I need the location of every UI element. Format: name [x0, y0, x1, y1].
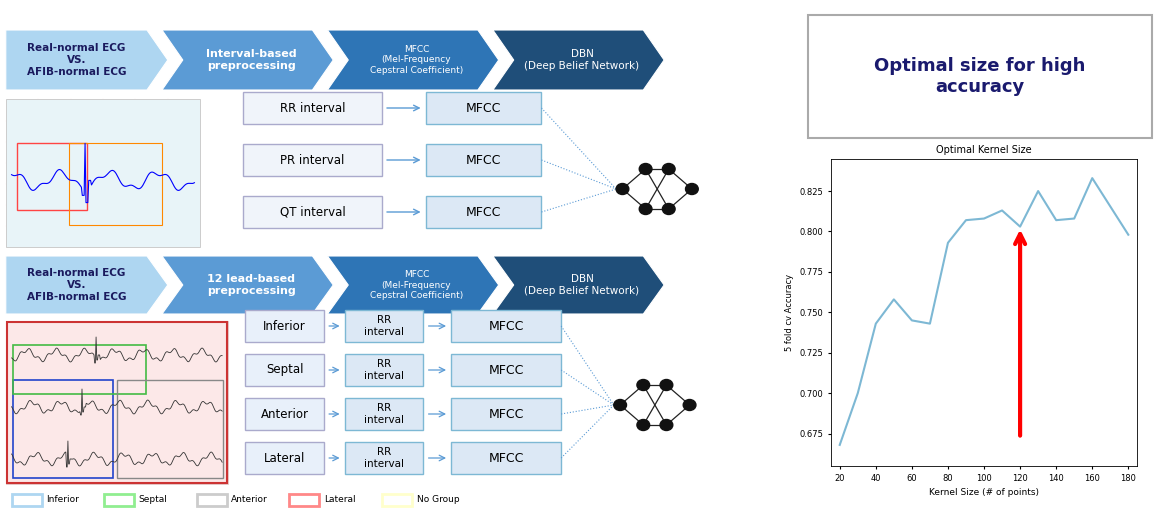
Bar — [451, 354, 561, 386]
Bar — [345, 354, 423, 386]
Polygon shape — [493, 30, 664, 90]
Circle shape — [662, 163, 676, 175]
Text: Lateral: Lateral — [264, 452, 305, 464]
Bar — [426, 144, 541, 176]
Circle shape — [685, 183, 699, 195]
Text: MFCC: MFCC — [466, 154, 501, 166]
Bar — [197, 494, 227, 506]
Text: Interval-based
preprocessing: Interval-based preprocessing — [206, 49, 296, 71]
Title: Optimal Kernel Size: Optimal Kernel Size — [936, 145, 1032, 155]
Bar — [345, 310, 423, 342]
Text: Anterior: Anterior — [260, 408, 309, 420]
Bar — [245, 442, 324, 474]
Bar — [104, 494, 134, 506]
Bar — [451, 398, 561, 430]
Text: MFCC
(Mel-Frequency
Cepstral Coefficient): MFCC (Mel-Frequency Cepstral Coefficient… — [370, 45, 463, 75]
Circle shape — [659, 379, 673, 391]
Bar — [117, 380, 223, 478]
Circle shape — [616, 183, 629, 195]
Text: Real-normal ECG
VS.
AFIB-normal ECG: Real-normal ECG VS. AFIB-normal ECG — [27, 268, 126, 302]
Text: MFCC: MFCC — [488, 408, 524, 420]
Bar — [13, 380, 112, 478]
Bar — [243, 144, 382, 176]
Polygon shape — [327, 30, 499, 90]
Bar — [6, 452, 228, 484]
Text: PR interval: PR interval — [280, 154, 345, 166]
Bar — [6, 419, 228, 452]
X-axis label: Kernel Size (# of points): Kernel Size (# of points) — [929, 488, 1039, 497]
Text: MFCC: MFCC — [488, 452, 524, 464]
Polygon shape — [6, 30, 168, 90]
Circle shape — [636, 419, 650, 431]
Bar — [345, 398, 423, 430]
Bar — [345, 442, 423, 474]
Text: Anterior: Anterior — [231, 496, 268, 504]
Text: Septal: Septal — [139, 496, 168, 504]
Text: RR
interval: RR interval — [364, 403, 404, 425]
Bar — [6, 321, 228, 484]
Bar — [12, 494, 42, 506]
Bar — [245, 310, 324, 342]
Polygon shape — [162, 30, 333, 90]
Text: RR interval: RR interval — [280, 101, 345, 115]
Polygon shape — [327, 256, 499, 314]
Polygon shape — [6, 256, 168, 314]
Polygon shape — [162, 256, 333, 314]
Bar — [289, 494, 319, 506]
Bar — [382, 494, 412, 506]
Bar — [245, 354, 324, 386]
Text: Optimal size for high
accuracy: Optimal size for high accuracy — [875, 57, 1085, 96]
Text: MFCC
(Mel-Frequency
Cepstral Coefficient): MFCC (Mel-Frequency Cepstral Coefficient… — [370, 270, 463, 300]
Bar — [243, 92, 382, 124]
Bar — [245, 398, 324, 430]
Bar — [426, 92, 541, 124]
Text: RR
interval: RR interval — [364, 315, 404, 337]
Text: MFCC: MFCC — [488, 364, 524, 376]
Text: MFCC: MFCC — [466, 205, 501, 219]
Text: 12 lead-based
preprocessing: 12 lead-based preprocessing — [207, 274, 295, 296]
Circle shape — [613, 399, 627, 411]
Circle shape — [662, 203, 676, 215]
Bar — [426, 196, 541, 228]
Text: MFCC: MFCC — [488, 319, 524, 332]
Bar — [243, 196, 382, 228]
Text: RR
interval: RR interval — [364, 359, 404, 381]
Text: Inferior: Inferior — [46, 496, 79, 504]
Text: DBN
(Deep Belief Network): DBN (Deep Belief Network) — [524, 274, 640, 296]
Y-axis label: 5 fold cv Accuracy: 5 fold cv Accuracy — [784, 274, 794, 351]
Bar — [7, 322, 227, 483]
Bar — [6, 99, 200, 247]
Bar — [69, 143, 162, 225]
Circle shape — [659, 419, 673, 431]
Bar — [6, 321, 228, 354]
Bar — [6, 354, 228, 386]
Text: MFCC: MFCC — [466, 101, 501, 115]
Circle shape — [639, 203, 653, 215]
Circle shape — [636, 379, 650, 391]
Polygon shape — [493, 256, 664, 314]
Bar — [6, 386, 228, 419]
Text: No Group: No Group — [417, 496, 459, 504]
Circle shape — [639, 163, 653, 175]
Text: QT interval: QT interval — [280, 205, 345, 219]
Circle shape — [683, 399, 697, 411]
Text: RR
interval: RR interval — [364, 447, 404, 469]
Text: Real-normal ECG
VS.
AFIB-normal ECG: Real-normal ECG VS. AFIB-normal ECG — [27, 44, 126, 77]
Bar — [451, 310, 561, 342]
Bar — [13, 346, 146, 394]
Bar — [451, 442, 561, 474]
Text: Inferior: Inferior — [264, 319, 305, 332]
Bar — [17, 143, 87, 210]
Text: Septal: Septal — [266, 364, 303, 376]
Text: Lateral: Lateral — [324, 496, 355, 504]
Text: DBN
(Deep Belief Network): DBN (Deep Belief Network) — [524, 49, 640, 71]
